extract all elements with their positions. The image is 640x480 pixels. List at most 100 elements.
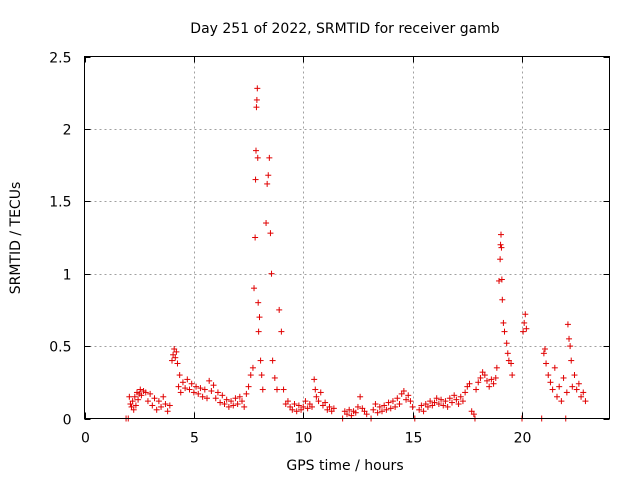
data-point [435,401,442,408]
data-point [160,393,167,400]
data-point [267,230,274,237]
data-point [564,321,571,328]
x-tick-label-0: 0 [81,431,90,447]
data-point [488,376,495,383]
data-point [129,398,136,405]
data-point [405,392,412,399]
data-point [184,376,191,383]
data-point [228,398,235,405]
data-point [280,386,287,393]
data-point [252,234,259,241]
data-point [253,104,260,111]
data-point [219,392,226,399]
data-point [427,398,434,405]
data-point [498,231,504,238]
data-point [451,392,458,399]
data-point [225,403,232,410]
data-point [132,402,139,409]
data-point [573,386,580,393]
data-point [142,389,149,396]
data-point [389,398,396,405]
data-point [496,277,503,284]
data-point [263,220,270,227]
y-tick-label-5: 2.5 [49,51,71,67]
data-point [295,402,302,409]
data-point [149,402,156,409]
data-point [311,376,318,383]
data-point [348,412,355,419]
x-axis-label: GPS time / hours [286,458,403,474]
data-point [190,389,197,396]
data-point [400,387,407,394]
data-point [266,154,273,161]
data-point [193,383,200,390]
y-tick-label-4: 2 [63,123,72,139]
plot-frame [84,56,610,419]
data-point [569,383,576,390]
data-point [174,360,181,367]
data-point [403,396,410,403]
data-point [440,402,447,409]
data-point [473,386,480,393]
data-point [563,389,570,396]
data-point [173,348,180,355]
data-point [317,389,324,396]
data-point [407,398,414,405]
data-point [455,401,462,408]
data-point [354,403,361,410]
data-point [509,372,516,379]
data-point [470,411,477,418]
data-point [522,311,529,318]
data-point [131,393,138,400]
data-point [251,285,258,292]
data-point [274,386,280,393]
data-point [300,403,307,410]
data-point [540,350,547,357]
data-point [383,406,390,413]
data-point [481,372,488,379]
data-point [344,411,350,418]
data-point [256,314,263,321]
data-point [520,328,527,335]
data-point [177,389,184,396]
data-point [431,399,438,406]
data-point [137,386,144,393]
data-point [172,354,179,361]
data-point [176,372,183,379]
data-point [255,299,262,306]
data-point [164,408,171,415]
data-point [466,380,473,387]
data-point [459,398,466,405]
data-point [508,360,515,367]
data-points [123,85,589,422]
data-point [166,402,173,409]
data-point [484,377,490,384]
data-point [438,396,445,403]
data-point [521,319,528,326]
data-point [253,96,260,103]
axis-ticks: 0 5 10 15 20 0 0.5 1 1.5 2 2.5 [49,51,610,447]
data-point [315,398,322,405]
data-point [284,398,291,405]
data-point [232,395,239,402]
data-point [503,340,510,347]
data-point [313,393,320,400]
data-point [243,390,250,397]
data-point [357,393,364,400]
data-point [498,276,505,283]
data-point [223,396,230,403]
data-point [374,409,381,416]
data-point [370,406,377,413]
y-tick-label-0: 0 [63,413,72,429]
data-point [453,396,460,403]
x-tick-label-4: 20 [514,431,532,447]
y-axis-label: SRMTID / TECUs [8,182,24,295]
data-point [249,364,256,371]
data-point [241,403,248,410]
data-point [582,398,589,405]
data-point [309,403,315,410]
data-point [547,379,554,386]
data-point [291,401,298,408]
data-point [271,374,278,381]
